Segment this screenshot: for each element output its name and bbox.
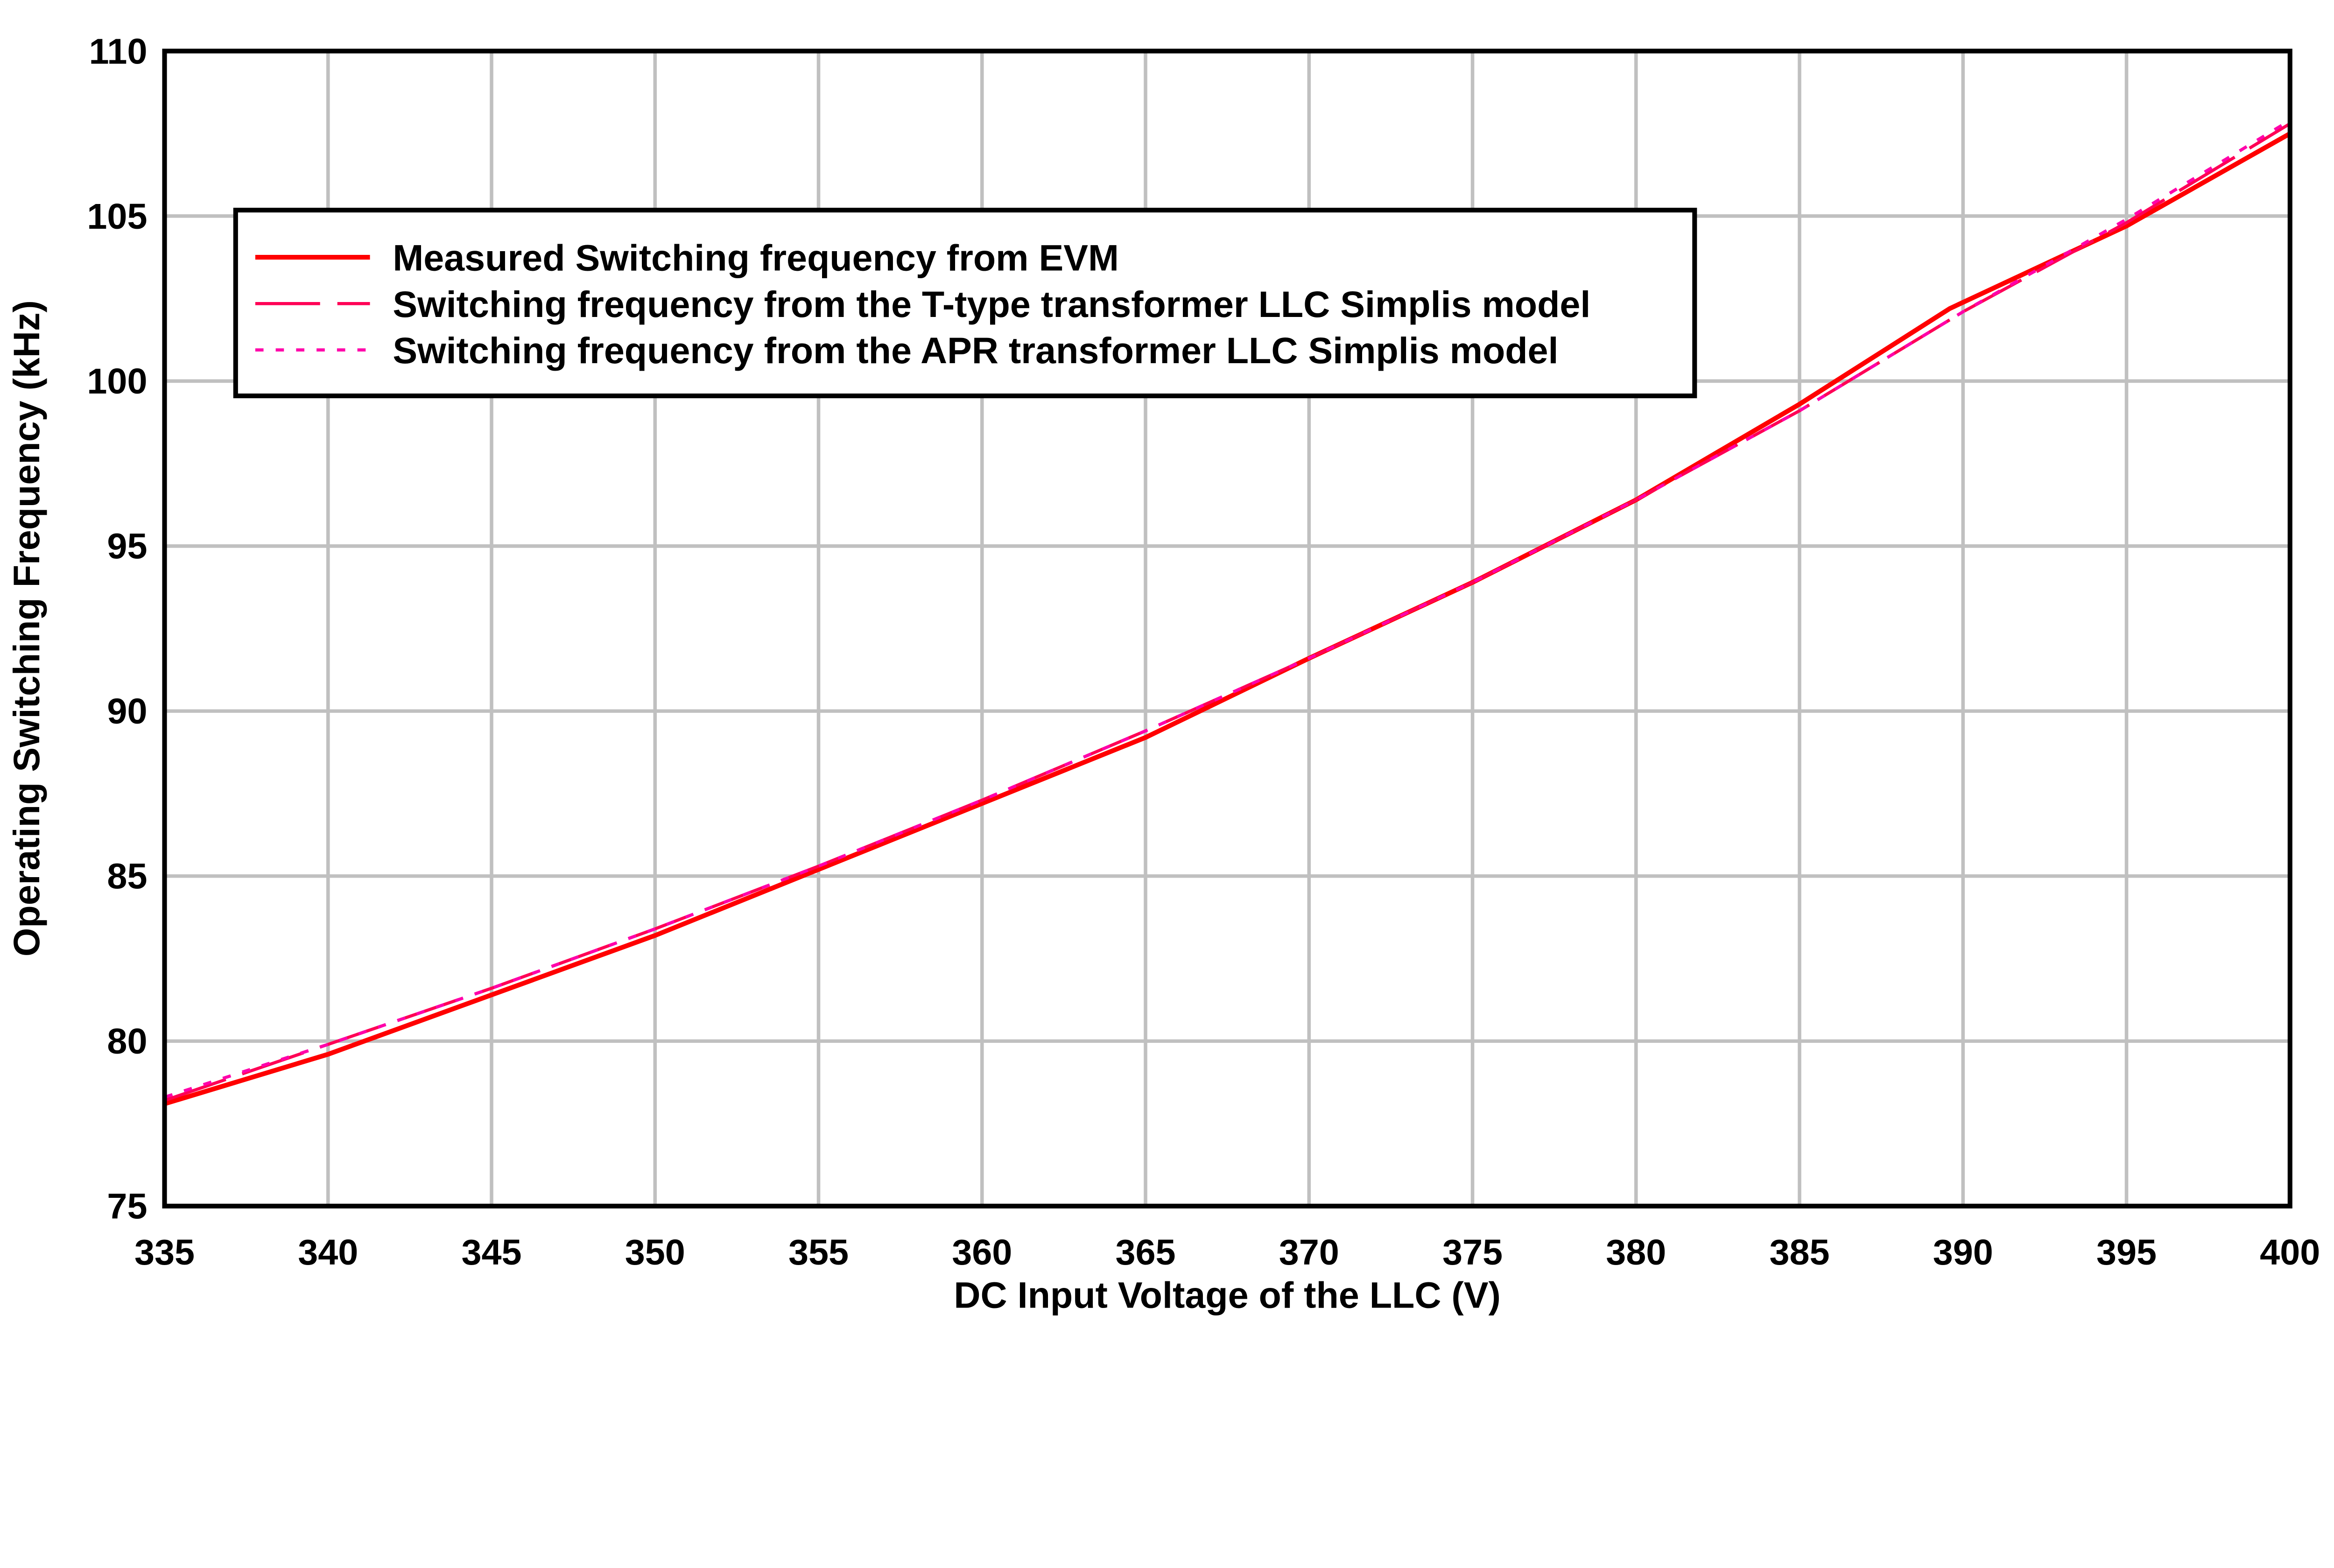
x-tick-label: 345	[461, 1232, 521, 1273]
x-tick-label: 360	[952, 1232, 1012, 1273]
y-tick-label: 100	[87, 361, 147, 401]
line-chart: 335 340 345 350 355 360 365 370 375 380 385 390 395 4…	[6, 31, 2320, 1316]
legend-label-1: Measured Switching frequency from EVM	[393, 237, 1119, 279]
y-axis-title: Operating Switching Frequency (kHz)	[6, 300, 47, 956]
x-tick-label: 390	[1933, 1232, 1993, 1273]
y-tick-label: 90	[107, 691, 147, 731]
series-line-1	[164, 131, 2292, 1106]
y-tick-label: 80	[107, 1021, 147, 1062]
x-tick-label: 355	[788, 1232, 849, 1273]
y-tick-labels: 75 80 85 90 95 100 105 110	[87, 31, 147, 1226]
y-tick-label: 75	[107, 1187, 147, 1227]
legend-box	[233, 208, 1697, 399]
y-tick-label: 105	[87, 197, 147, 237]
plot-frame	[162, 49, 2292, 1209]
series-lines	[164, 119, 2292, 1106]
x-tick-label: 365	[1115, 1232, 1175, 1273]
x-tick-label: 385	[1769, 1232, 1829, 1273]
y-tick-label: 110	[89, 31, 148, 71]
x-tick-label: 340	[298, 1232, 358, 1273]
y-tick-label: 95	[107, 527, 147, 567]
y-tick-label: 85	[107, 857, 147, 897]
x-tick-label: 395	[2096, 1232, 2157, 1273]
legend-label-3: Switching frequency from the APR transfo…	[393, 330, 1558, 371]
x-tick-label: 400	[2260, 1232, 2320, 1273]
x-tick-label: 350	[625, 1232, 685, 1273]
x-tick-labels: 335 340 345 350 355 360 365 370 375 380 385 390 395 4…	[134, 1232, 2320, 1273]
x-tick-label: 370	[1279, 1232, 1339, 1273]
x-tick-label: 375	[1442, 1232, 1503, 1273]
legend-label-2: Switching frequency from the T-type tran…	[393, 283, 1590, 325]
x-tick-label: 380	[1606, 1232, 1666, 1273]
x-tick-label: 335	[134, 1232, 195, 1273]
x-axis-title: DC Input Voltage of the LLC (V)	[954, 1274, 1500, 1316]
legend: Measured Switching frequency from EVMSwi…	[233, 208, 1697, 399]
series-line-3	[164, 119, 2291, 1099]
